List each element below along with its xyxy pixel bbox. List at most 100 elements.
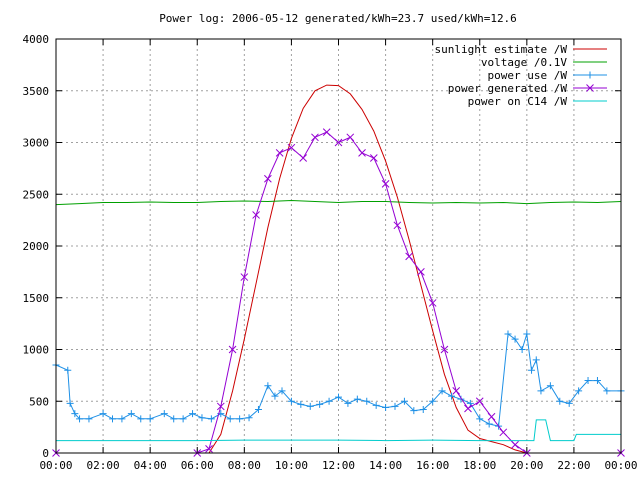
data-point — [393, 221, 402, 230]
legend-marker — [586, 84, 594, 92]
legend-item: sunlight estimate /W — [435, 43, 607, 56]
data-point — [369, 154, 378, 162]
y-tick-label: 1500 — [23, 292, 50, 305]
data-point — [476, 415, 484, 423]
series-group — [52, 84, 625, 457]
data-point — [306, 402, 314, 410]
legend-label: power use /W — [488, 69, 568, 82]
data-point — [297, 400, 305, 408]
data-point — [216, 402, 225, 411]
legend-item: voltage /0.1V — [481, 56, 607, 69]
data-point — [198, 414, 206, 422]
data-point — [311, 133, 319, 142]
legend-item: power on C14 /W — [468, 95, 607, 108]
data-point — [66, 399, 74, 407]
y-tick-label: 500 — [29, 395, 49, 408]
series-line — [55, 333, 621, 427]
data-point — [109, 415, 116, 423]
data-point — [205, 445, 213, 453]
data-point — [322, 128, 331, 137]
data-point — [71, 410, 79, 418]
data-point — [353, 395, 361, 403]
data-point — [137, 415, 145, 423]
data-point — [146, 415, 154, 423]
data-point — [240, 273, 249, 281]
x-tick-label: 08:00 — [228, 459, 261, 472]
legend-label: sunlight estimate /W — [435, 43, 568, 56]
series-power-use-w — [52, 330, 625, 430]
data-point — [372, 401, 380, 409]
data-point — [485, 420, 493, 428]
legend-label: power on C14 /W — [468, 95, 568, 108]
data-point — [346, 133, 355, 142]
data-point — [475, 397, 484, 406]
x-tick-label: 06:00 — [181, 459, 214, 472]
series-sunlight-estimate-w — [56, 84, 621, 454]
data-point — [99, 410, 107, 418]
data-point — [179, 415, 187, 423]
data-point — [160, 410, 168, 418]
x-tick-label: 02:00 — [87, 459, 120, 472]
legend-marker — [586, 71, 594, 79]
data-point — [264, 174, 272, 183]
data-point — [381, 180, 390, 188]
data-point — [271, 392, 279, 400]
x-tick-label: 00:00 — [604, 459, 637, 472]
y-axis-ticks: 0 500 1000 1500 2000 2500 3000 3500 4000 — [23, 33, 621, 460]
data-point — [189, 410, 197, 418]
x-tick-label: 04:00 — [134, 459, 167, 472]
x-tick-label: 20:00 — [510, 459, 543, 472]
data-point — [391, 402, 399, 410]
data-point — [438, 387, 446, 395]
data-point — [170, 415, 178, 423]
data-point — [382, 403, 390, 411]
data-point — [565, 399, 573, 407]
data-point — [575, 387, 583, 395]
y-tick-label: 0 — [42, 447, 49, 460]
data-point — [335, 393, 342, 401]
plot-frame — [55, 38, 622, 454]
x-axis-ticks: 00:00 02:00 04:00 06:00 08:00 10:00 12:00 14:00… — [39, 39, 638, 472]
data-point — [440, 345, 449, 354]
data-point — [546, 382, 554, 390]
data-point — [603, 387, 611, 395]
data-point — [528, 366, 536, 374]
data-point — [511, 335, 519, 343]
x-tick-label: 16:00 — [416, 459, 449, 472]
data-point — [504, 330, 512, 338]
y-tick-label: 4000 — [23, 33, 50, 46]
data-point — [358, 148, 366, 157]
x-tick-label: 22:00 — [557, 459, 590, 472]
data-point — [64, 366, 72, 374]
data-point — [452, 387, 461, 395]
data-point — [316, 400, 324, 408]
series-line — [55, 199, 622, 206]
legend-label: voltage /0.1V — [481, 56, 567, 69]
y-tick-label: 2000 — [23, 240, 50, 253]
data-point — [584, 377, 592, 385]
data-point — [245, 414, 253, 422]
legend-item: power use /W — [488, 69, 607, 82]
data-point — [264, 382, 272, 390]
data-point — [429, 397, 437, 405]
data-point — [344, 399, 352, 407]
data-point — [325, 397, 333, 405]
legend-item: power generated /W — [448, 82, 607, 95]
data-point — [287, 397, 295, 405]
y-tick-label: 1000 — [23, 344, 50, 357]
data-point — [428, 299, 437, 307]
chart-title: Power log: 2006-05-12 generated/kWh=23.7… — [159, 12, 517, 25]
x-tick-label: 18:00 — [463, 459, 496, 472]
data-point — [417, 268, 425, 276]
data-point — [464, 404, 472, 413]
data-point — [127, 410, 135, 418]
x-tick-label: 00:00 — [39, 459, 72, 472]
data-point — [400, 397, 408, 405]
y-tick-label: 3500 — [23, 85, 50, 98]
data-point — [487, 412, 496, 421]
legend-label: power generated /W — [448, 82, 568, 95]
data-point — [419, 406, 427, 414]
series-power-on-c14-w — [56, 419, 621, 442]
